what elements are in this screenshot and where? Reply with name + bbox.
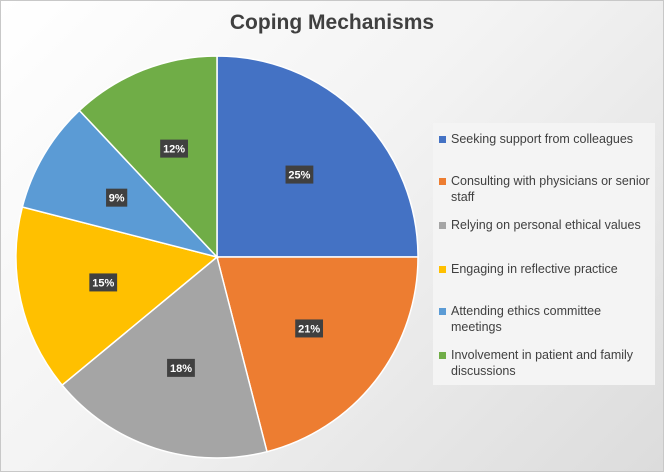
svg-text:12%: 12% (163, 144, 185, 156)
legend-swatch (439, 136, 446, 143)
legend-label: Engaging in reflective practice (451, 262, 618, 276)
legend-swatch (439, 178, 446, 185)
legend-item: Attending ethics committee meetings (439, 303, 651, 335)
slice-data-label: 9% (106, 188, 128, 207)
pie-slice (61, 255, 268, 459)
legend-label: Attending ethics committee meetings (451, 304, 602, 334)
legend-swatch (439, 222, 446, 229)
legend-item: Seeking support from colleagues (439, 131, 651, 147)
pie-slice (78, 55, 218, 259)
legend-swatch (439, 308, 446, 315)
chart-title: Coping Mechanisms (229, 11, 435, 34)
svg-text:18%: 18% (170, 363, 192, 375)
legend-item: Consulting with physicians or senior sta… (439, 173, 651, 205)
legend-item: Relying on personal ethical values (439, 217, 651, 233)
svg-text:15%: 15% (92, 277, 114, 289)
legend-label: Seeking support from colleagues (451, 132, 634, 146)
pie-slice (15, 206, 219, 387)
slice-data-label: 15% (89, 273, 118, 292)
legend-item: Engaging in reflective practice (439, 261, 651, 277)
slice-data-label: 21% (295, 319, 324, 338)
pie-slice (216, 256, 419, 453)
svg-text:21%: 21% (298, 323, 320, 335)
legend-label: Consulting with physicians or senior sta… (451, 174, 650, 204)
svg-text:25%: 25% (288, 170, 310, 182)
pie-slice (216, 55, 419, 258)
legend-label: Involvement in patient and family discus… (451, 348, 634, 378)
slice-data-label: 12% (160, 139, 188, 158)
legend-swatch (439, 352, 446, 359)
slice-data-label: 18% (167, 358, 195, 377)
legend-item: Involvement in patient and family discus… (439, 347, 651, 379)
slice-data-label: 25% (285, 165, 314, 184)
svg-text:9%: 9% (109, 193, 125, 205)
legend: Seeking support from colleagues Consultin… (433, 123, 655, 385)
legend-label: Relying on personal ethical values (451, 218, 641, 232)
legend-swatch (439, 266, 446, 273)
pie-slice (21, 109, 220, 259)
